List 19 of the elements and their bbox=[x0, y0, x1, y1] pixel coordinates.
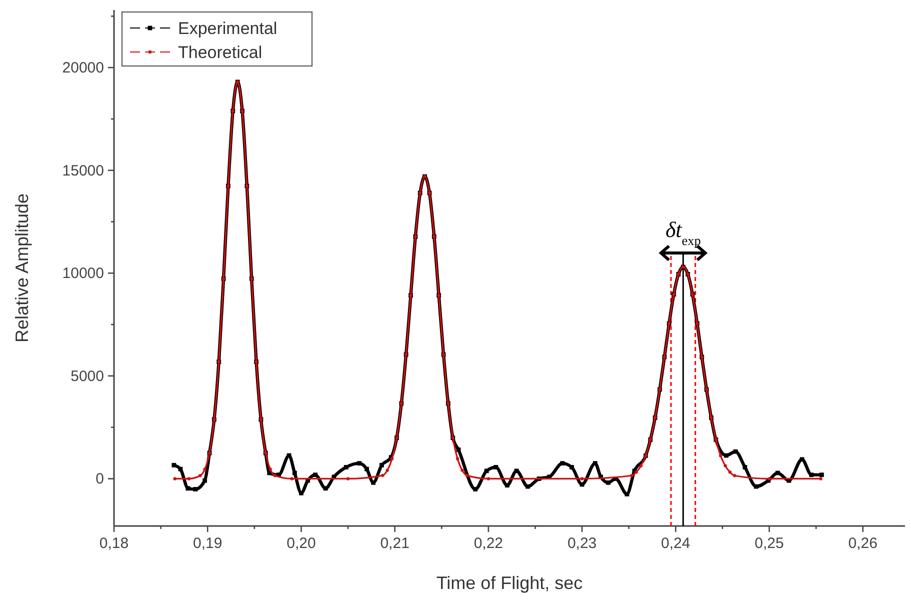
x-tick-label: 0,26 bbox=[848, 535, 878, 552]
x-tick-label: 0,23 bbox=[567, 535, 597, 552]
y-tick-label: 0 bbox=[96, 470, 104, 488]
y-tick-label: 15000 bbox=[62, 162, 104, 180]
legend-label: Theoretical bbox=[178, 43, 262, 62]
legend-label: Experimental bbox=[178, 19, 278, 38]
annotation: δt$_{exp}$ bbox=[665, 216, 702, 248]
y-tick-label: 10000 bbox=[62, 265, 104, 282]
x-tick-label: 0,24 bbox=[661, 535, 690, 552]
x-tick-label: 0,25 bbox=[754, 535, 784, 552]
x-tick-label: 0,21 bbox=[380, 535, 410, 552]
x-tick-label: 0,22 bbox=[474, 535, 504, 552]
x-tick-label: 0,18 bbox=[99, 535, 129, 552]
y-axis-title: Relative Amplitude bbox=[12, 193, 32, 343]
y-tick-label: 5000 bbox=[70, 368, 104, 385]
x-tick-label: 0,20 bbox=[286, 535, 316, 552]
x-axis-title: Time of Flight, sec bbox=[436, 573, 583, 593]
y-tick-label: 20000 bbox=[62, 60, 104, 77]
x-tick-label: 0,19 bbox=[193, 535, 222, 552]
